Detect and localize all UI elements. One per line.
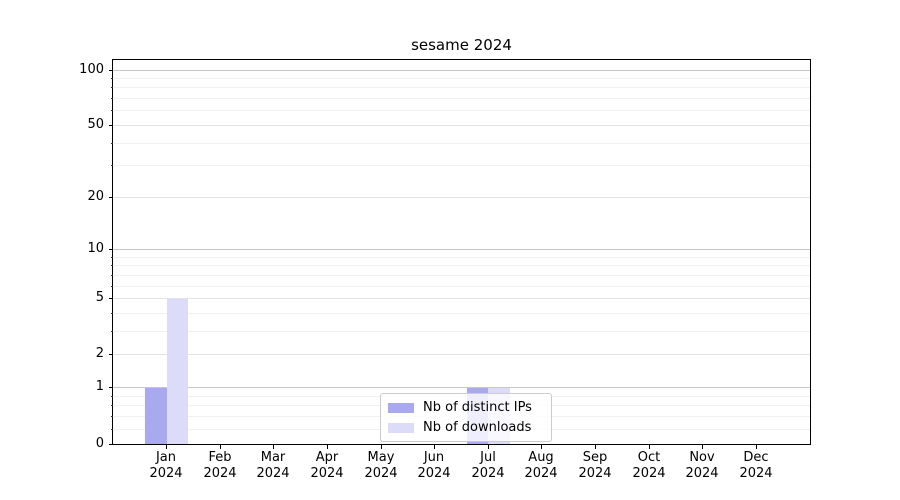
major-gridline — [113, 387, 810, 388]
minor-gridline — [113, 110, 810, 111]
y-axis-minor-tick — [111, 396, 113, 397]
x-axis-tick-label: Sep 2024 — [578, 450, 612, 481]
y-axis-minor-tick — [111, 331, 113, 332]
y-axis-minor-tick — [111, 110, 113, 111]
y-axis-minor-tick — [111, 87, 113, 88]
x-axis-tick — [327, 445, 328, 449]
x-axis-tick — [488, 445, 489, 449]
y-axis-tick — [109, 125, 113, 126]
y-axis-tick — [109, 298, 113, 299]
x-axis-tick-label: Jun 2024 — [417, 450, 451, 481]
y-axis-minor-tick — [111, 143, 113, 144]
x-axis-tick — [273, 445, 274, 449]
minor-gridline — [113, 165, 810, 166]
major-gridline — [113, 197, 810, 198]
y-axis-tick-label: 50 — [87, 117, 104, 132]
x-axis-tick — [541, 445, 542, 449]
y-axis-tick-label: 20 — [87, 189, 104, 204]
x-axis-tick — [756, 445, 757, 449]
x-axis-tick-label: Jul 2024 — [471, 450, 505, 481]
legend-label-downloads: Nb of downloads — [423, 420, 532, 435]
minor-gridline — [113, 143, 810, 144]
x-axis-tick — [434, 445, 435, 449]
x-axis-tick-label: Feb 2024 — [203, 450, 237, 481]
minor-gridline — [113, 331, 810, 332]
y-axis-tick-label: 100 — [79, 62, 104, 77]
x-axis-tick — [381, 445, 382, 449]
minor-gridline — [113, 98, 810, 99]
x-axis-tick-label: Aug 2024 — [524, 450, 558, 481]
major-gridline — [113, 354, 810, 355]
y-axis-minor-tick — [111, 78, 113, 79]
minor-gridline — [113, 313, 810, 314]
y-axis-minor-tick — [111, 429, 113, 430]
y-axis-tick — [109, 387, 113, 388]
y-axis-tick — [109, 70, 113, 71]
minor-gridline — [113, 78, 810, 79]
minor-gridline — [113, 275, 810, 276]
x-axis-tick — [166, 445, 167, 449]
x-axis-tick — [220, 445, 221, 449]
y-axis-tick-label: 1 — [95, 379, 104, 394]
x-axis-tick-label: Mar 2024 — [256, 450, 290, 481]
y-axis-minor-tick — [111, 275, 113, 276]
legend-item-distinct-ips: Nb of distinct IPs — [388, 399, 543, 416]
y-axis-minor-tick — [111, 265, 113, 266]
y-axis-tick — [109, 354, 113, 355]
y-axis-tick-label: 2 — [95, 346, 104, 361]
x-axis-tick-label: May 2024 — [364, 450, 398, 481]
x-axis-tick-label: Nov 2024 — [685, 450, 719, 481]
minor-gridline — [113, 87, 810, 88]
major-gridline — [113, 70, 810, 71]
y-axis-tick-label: 0 — [95, 436, 104, 451]
bar-nb-of-distinct-ips — [145, 387, 167, 444]
major-gridline — [113, 249, 810, 250]
y-axis-minor-tick — [111, 165, 113, 166]
y-axis-minor-tick — [111, 313, 113, 314]
major-gridline — [113, 125, 810, 126]
y-axis-minor-tick — [111, 257, 113, 258]
x-axis-tick-label: Dec 2024 — [739, 450, 773, 481]
bar-nb-of-downloads — [166, 298, 189, 444]
x-axis-tick-label: Oct 2024 — [632, 450, 666, 481]
minor-gridline — [113, 257, 810, 258]
y-axis-tick — [109, 444, 113, 445]
legend-item-downloads: Nb of downloads — [388, 419, 543, 436]
y-axis-tick-label: 10 — [87, 241, 104, 256]
y-axis-minor-tick — [111, 286, 113, 287]
x-axis-tick — [595, 445, 596, 449]
legend-label-distinct-ips: Nb of distinct IPs — [423, 400, 532, 415]
x-axis-tick — [649, 445, 650, 449]
y-axis-tick — [109, 249, 113, 250]
y-axis-tick — [109, 197, 113, 198]
y-axis-tick-label: 5 — [95, 290, 104, 305]
y-axis-minor-tick — [111, 416, 113, 417]
x-axis-tick-label: Apr 2024 — [310, 450, 344, 481]
x-axis-tick-label: Jan 2024 — [149, 450, 183, 481]
x-axis-tick — [702, 445, 703, 449]
major-gridline — [113, 298, 810, 299]
legend-swatch-downloads — [388, 422, 414, 433]
legend-swatch-distinct-ips — [388, 402, 414, 413]
y-axis-minor-tick — [111, 98, 113, 99]
minor-gridline — [113, 286, 810, 287]
minor-gridline — [113, 265, 810, 266]
chart-title: sesame 2024 — [411, 36, 512, 54]
y-axis-minor-tick — [111, 405, 113, 406]
legend: Nb of distinct IPs Nb of downloads — [380, 393, 552, 442]
